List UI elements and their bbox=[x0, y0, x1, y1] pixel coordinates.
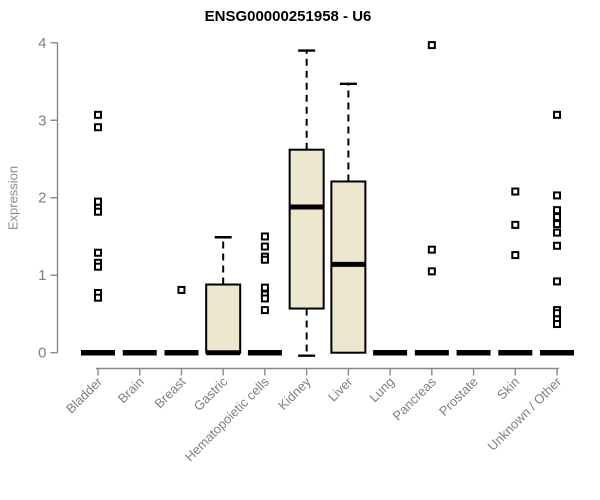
y-tick-label: 1 bbox=[38, 267, 46, 284]
outlier-point bbox=[553, 309, 562, 318]
outlier-point bbox=[94, 123, 102, 132]
outlier-point bbox=[260, 242, 269, 251]
outlier-point bbox=[427, 267, 436, 276]
y-tick-label: 2 bbox=[38, 190, 46, 207]
outlier-point bbox=[94, 293, 102, 302]
outlier-point bbox=[427, 41, 436, 50]
outlier-point bbox=[553, 191, 562, 200]
outlier-point bbox=[553, 320, 562, 329]
outlier-point bbox=[553, 206, 562, 215]
outlier-point bbox=[553, 241, 562, 250]
outlier-point bbox=[94, 248, 102, 257]
x-tick-label: Lung bbox=[366, 374, 397, 405]
x-tick-label: Pancreas bbox=[390, 374, 440, 424]
y-tick-label: 3 bbox=[38, 112, 46, 129]
outlier-point bbox=[94, 197, 102, 206]
outlier-point bbox=[553, 110, 562, 119]
outlier-point bbox=[427, 245, 436, 254]
x-tick-label: Breast bbox=[151, 374, 188, 411]
outlier-point bbox=[94, 207, 102, 216]
outlier-point bbox=[553, 228, 562, 237]
outlier-point bbox=[511, 220, 520, 229]
outlier-point bbox=[94, 262, 102, 271]
outlier-point bbox=[511, 251, 520, 260]
y-tick-label: 0 bbox=[38, 345, 46, 362]
outlier-point bbox=[260, 306, 269, 315]
outlier-point bbox=[260, 283, 269, 292]
x-tick-label: Gastric bbox=[191, 374, 231, 414]
chart-title: ENSG00000251958 - U6 bbox=[204, 8, 372, 25]
x-tick-label: Prostate bbox=[436, 374, 481, 419]
outlier-point bbox=[553, 277, 562, 286]
outlier-point bbox=[260, 294, 269, 303]
x-tick-label: Bladder bbox=[63, 374, 106, 417]
outlier-point bbox=[553, 213, 562, 222]
x-tick-label: Skin bbox=[494, 374, 522, 402]
outlier-point bbox=[260, 232, 269, 241]
x-tick-label: Kidney bbox=[275, 374, 314, 413]
box bbox=[330, 180, 367, 354]
outlier-point bbox=[177, 285, 186, 294]
outlier-point bbox=[94, 110, 102, 119]
x-tick-label: Unknown / Other bbox=[485, 374, 565, 454]
x-tick-label: Liver bbox=[325, 374, 356, 405]
box bbox=[288, 148, 325, 310]
outlier-point bbox=[260, 255, 269, 264]
outlier-point bbox=[553, 220, 562, 229]
box bbox=[205, 283, 242, 354]
x-tick-label: Brain bbox=[115, 374, 147, 406]
outlier-point bbox=[511, 187, 520, 196]
y-tick-label: 4 bbox=[38, 35, 46, 52]
